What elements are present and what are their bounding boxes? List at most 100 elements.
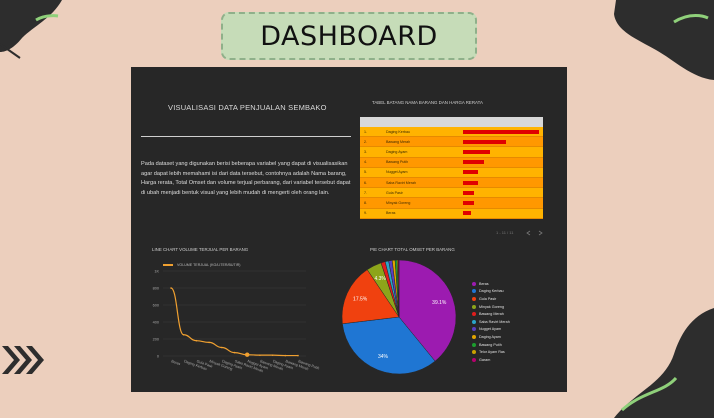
row-number: 7. [364, 190, 367, 195]
row-item-name: Minyak Goreng [386, 200, 411, 205]
row-item-name: Saba Ravirt Merah [386, 180, 416, 185]
row-price-bar [463, 129, 539, 134]
row-item-name: Nugget Ayam [386, 170, 408, 175]
volume-point [271, 354, 274, 356]
dashboard-heading: VISUALISASI DATA PENJUALAN SEMBAKO [168, 103, 327, 112]
row-price-bar [463, 170, 479, 175]
row-number: 8. [364, 200, 367, 205]
table-row: 3. Daging Ayam [360, 147, 543, 158]
pie-chart-title: PIE CHART TOTAL OMSET PER BARANG [370, 247, 455, 252]
x-tick-label: Gula Pasir [196, 359, 214, 369]
pie-slice [341, 269, 400, 325]
line-chart-legend: VOLUME TERJUAL (KG/LITER/BUTIR) [163, 263, 241, 267]
legend-label: Bawang Putih [479, 342, 502, 347]
table-row: 4. Bawang Putih [360, 157, 543, 168]
row-number: 3. [364, 149, 367, 154]
legend-swatch [472, 281, 476, 286]
description-text: Pada dataset yang digunakan berisi beber… [141, 161, 351, 196]
legend-swatch [472, 350, 476, 355]
row-price-bar [463, 149, 491, 154]
volume-point [208, 341, 210, 344]
x-tick-label: Daging Ayam [272, 359, 293, 370]
pie-legend: Beras Daging Kerbau Gula Pasir Minyak Goren… [472, 280, 510, 364]
prev-page-icon [526, 230, 531, 236]
table-row: 7. Gula Pasir [360, 188, 543, 199]
x-tick-label: Daging Kerbau [183, 359, 207, 371]
legend-label: Daging Ayam [479, 334, 501, 339]
table-row: 2. Bawang Merah [360, 137, 543, 148]
y-tick-label: 400 [153, 321, 159, 325]
legend-item: Beras [472, 280, 510, 288]
volume-point [284, 354, 287, 357]
line-legend-label: VOLUME TERJUAL (KG/LITER/BUTIR) [177, 263, 241, 267]
corner-blob-bottom-right [614, 308, 714, 418]
legend-label: Telor Ayam Ras [479, 350, 505, 355]
corner-blob-top-right [614, 0, 714, 80]
pie-slice [398, 259, 400, 318]
row-number: 6. [364, 180, 367, 185]
pie-slice [398, 259, 457, 362]
volume-point [233, 351, 236, 354]
volume-point [259, 354, 261, 356]
row-number: 4. [364, 160, 367, 165]
table-row: 9. Beras [360, 208, 543, 219]
table-pager[interactable]: 1 - 11 / 11 [496, 230, 514, 235]
legend-label: Saba Ravirt Merah [479, 319, 510, 324]
dashboard-panel: VISUALISASI DATA PENJUALAN SEMBAKO Pada … [131, 67, 567, 392]
legend-label: Daging Kerbau [479, 289, 504, 294]
pie-slice-label: 4.3% [374, 276, 386, 282]
row-price-bar [463, 180, 479, 185]
corner-blob-top-left [0, 0, 62, 59]
legend-item: Daging Kerbau [472, 288, 510, 296]
row-number: 1. [364, 129, 367, 134]
legend-swatch [472, 342, 476, 347]
chevrons-icon [2, 346, 44, 374]
row-price-bar [463, 211, 471, 216]
legend-swatch [472, 312, 476, 317]
y-tick-label: 1K [154, 270, 159, 274]
legend-item: Telor Ayam Ras [472, 348, 510, 356]
heading-divider [141, 136, 351, 137]
volume-point [297, 354, 299, 357]
legend-label: Bawang Merah [479, 312, 504, 317]
legend-swatch [472, 334, 476, 339]
x-tick-label: Beras [171, 359, 181, 366]
pie-chart: 39.1% 34% 17.5% 4.3% [341, 259, 457, 375]
legend-label: Gula Pasir [479, 296, 497, 301]
next-page-icon [538, 230, 543, 236]
row-price-bar [463, 160, 485, 165]
pie-slice [342, 316, 436, 375]
table-row: 8. Minyak Goreng [360, 198, 543, 209]
legend-swatch [472, 296, 476, 301]
volume-point [221, 346, 223, 349]
row-price-bar [463, 139, 506, 144]
y-tick-label: 0 [157, 355, 159, 359]
y-tick-label: 600 [153, 304, 159, 308]
x-tick-label: Daging Ayam [221, 359, 242, 370]
legend-swatch [472, 357, 476, 362]
legend-swatch [472, 327, 476, 332]
line-chart-title: LINE CHART VOLUME TERJUAL PER BARANG [152, 247, 249, 252]
row-number: 5. [364, 170, 367, 175]
pie-slice-label: 17.5% [353, 297, 368, 303]
legend-label: Nugget Ayam [479, 327, 502, 332]
legend-label: Garam [479, 357, 491, 362]
pie-slice-label: 39.1% [432, 300, 447, 306]
pager-nav[interactable] [526, 230, 544, 236]
row-item-name: Gula Pasir [386, 190, 403, 195]
row-number: 9. [364, 211, 367, 216]
legend-item: Nugget Ayam [472, 326, 510, 334]
volume-point [182, 333, 185, 336]
y-tick-label: 200 [153, 338, 159, 342]
bar-table: 1. Daging Kerbau 2. Bawang Merah 3. Daging Ay… [360, 117, 543, 229]
legend-item: Gula Pasir [472, 295, 510, 303]
legend-item: Daging Ayam [472, 333, 510, 341]
legend-item: Bawang Merah [472, 310, 510, 318]
row-item-name: Daging Ayam [386, 149, 408, 154]
x-tick-label: Nugget Ayam [247, 359, 269, 370]
legend-item: Bawang Putih [472, 341, 510, 349]
legend-label: Minyak Goreng [479, 304, 505, 309]
legend-item: Garam [472, 356, 510, 364]
table-title: TABEL BATANG NAMA BARANG DAN HARGA RERAT… [372, 100, 483, 105]
